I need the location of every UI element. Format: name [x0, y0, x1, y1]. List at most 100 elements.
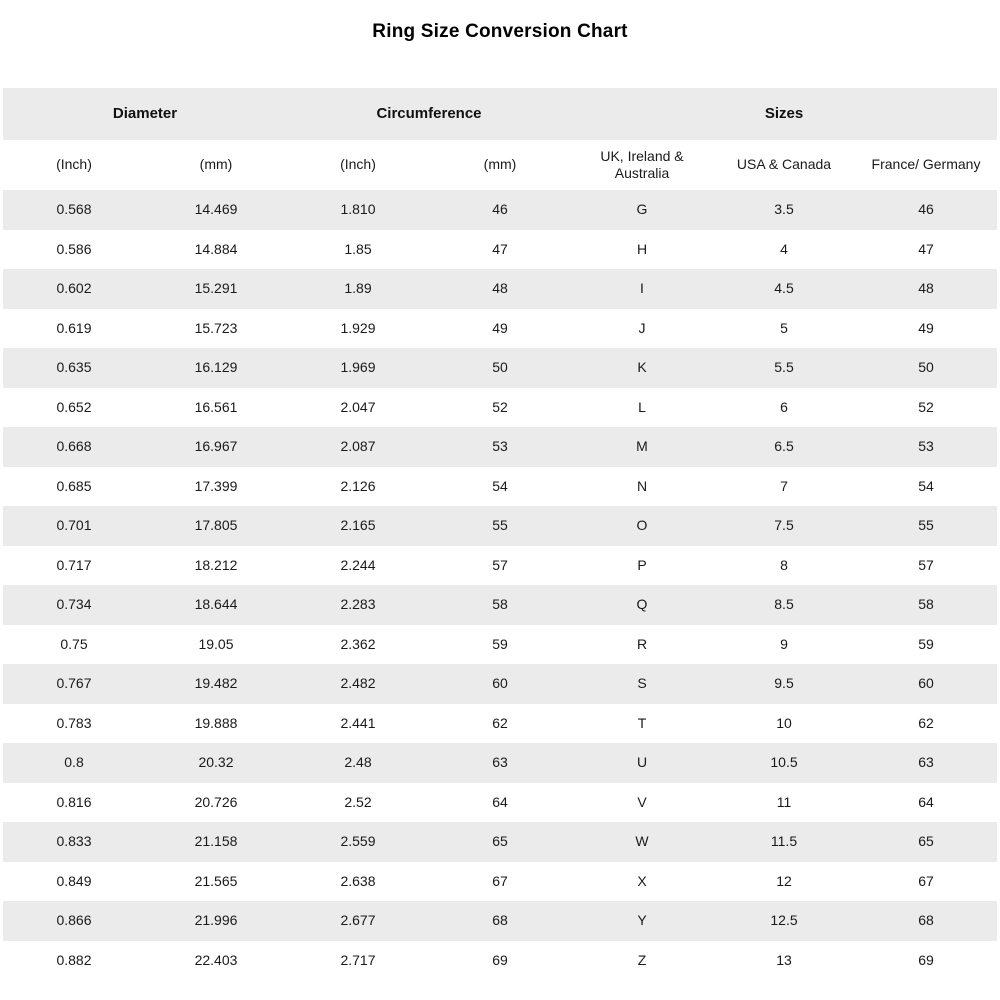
- group-header-sizes: Sizes: [571, 88, 997, 140]
- table-cell: 68: [492, 912, 508, 928]
- table-cell: 0.701: [56, 517, 92, 533]
- table-cell: 19.482: [194, 675, 238, 691]
- table-cell: J: [638, 319, 646, 336]
- table-row: 0.717 18.212 2.244 57 P 8 57: [3, 545, 997, 585]
- table-cell: R: [636, 635, 648, 652]
- column-header-diameter-inch: (Inch): [3, 140, 145, 190]
- table-row: 0.833 21.158 2.559 65 W 11.5 65: [3, 822, 997, 862]
- table-cell: 3.5: [774, 201, 794, 217]
- table-cell: 0.882: [56, 951, 92, 968]
- table-cell: 11.5: [770, 833, 798, 849]
- table-cell: 59: [918, 635, 934, 652]
- table-cell: 63: [492, 754, 508, 770]
- table-cell: 20.32: [198, 754, 234, 770]
- table-cell: 4: [780, 240, 788, 257]
- table-row: 0.75 19.05 2.362 59 R 9 59: [3, 624, 997, 664]
- column-header-circumference-inch: (Inch): [287, 140, 429, 190]
- table-cell: 0.866: [56, 912, 92, 928]
- table-cell: 10: [776, 714, 792, 731]
- table-cell: 60: [918, 675, 934, 691]
- table-cell: 59: [492, 635, 508, 652]
- table-cell: 62: [918, 714, 934, 731]
- group-header-diameter: Diameter: [3, 88, 287, 140]
- table-row: 0.866 21.996 2.677 68 Y 12.5 68: [3, 901, 997, 941]
- table-cell: 16.561: [194, 398, 238, 415]
- table-cell: 14.469: [194, 201, 238, 217]
- table-cell: 2.677: [340, 912, 376, 928]
- table-cell: 69: [492, 951, 508, 968]
- table-cell: 6.5: [774, 438, 794, 454]
- table-cell: 53: [918, 438, 934, 454]
- table-cell: 0.767: [56, 675, 92, 691]
- table-cell: 10.5: [770, 754, 798, 770]
- table-cell: 0.783: [56, 714, 92, 731]
- table-cell: 9.5: [774, 675, 794, 691]
- table-row: 0.701 17.805 2.165 55 O 7.5 55: [3, 506, 997, 546]
- table-cell: K: [637, 359, 647, 375]
- table-cell: 16.967: [194, 438, 238, 454]
- table-cell: 18.212: [194, 556, 238, 573]
- column-header-circumference-mm: (mm): [429, 140, 571, 190]
- table-cell: H: [636, 240, 648, 257]
- table-cell: 0.685: [56, 477, 92, 494]
- table-cell: 52: [492, 398, 508, 415]
- group-header-row: Diameter Circumference Sizes: [3, 88, 997, 140]
- table-cell: 2.559: [340, 833, 376, 849]
- column-header-france-germany: France/ Germany: [855, 140, 997, 190]
- table-cell: 21.565: [194, 872, 238, 889]
- table-row: 0.734 18.644 2.283 58 Q 8.5 58: [3, 585, 997, 625]
- table-cell: V: [637, 793, 647, 810]
- table-row: 0.619 15.723 1.929 49 J 5 49: [3, 308, 997, 348]
- table-cell: L: [638, 398, 646, 415]
- table-cell: 0.652: [56, 398, 92, 415]
- table-cell: U: [636, 754, 648, 770]
- table-row: 0.783 19.888 2.441 62 T 10 62: [3, 703, 997, 743]
- table-cell: O: [636, 517, 648, 533]
- table-cell: 0.833: [56, 833, 92, 849]
- table-cell: 7: [780, 477, 788, 494]
- table-cell: 65: [492, 833, 508, 849]
- table-cell: 20.726: [194, 793, 238, 810]
- table-cell: 0.602: [56, 280, 92, 296]
- table-cell: 2.165: [340, 517, 376, 533]
- table-cell: 8: [780, 556, 788, 573]
- table-row: 0.668 16.967 2.087 53 M 6.5 53: [3, 427, 997, 467]
- table-cell: 64: [918, 793, 934, 810]
- table-cell: 60: [492, 675, 508, 691]
- table-cell: 57: [492, 556, 508, 573]
- table-cell: 49: [492, 319, 508, 336]
- table-cell: S: [637, 675, 647, 691]
- table-cell: 69: [918, 951, 934, 968]
- table-cell: 58: [918, 596, 934, 612]
- table-row: 0.568 14.469 1.810 46 G 3.5 46: [3, 190, 997, 230]
- table-cell: 2.047: [340, 398, 376, 415]
- table-cell: 4.5: [774, 280, 794, 296]
- table-cell: I: [640, 280, 644, 296]
- table-cell: 0.849: [56, 872, 92, 889]
- table-cell: 0.8: [64, 754, 84, 770]
- table-cell: 6: [780, 398, 788, 415]
- table-cell: 50: [918, 359, 934, 375]
- table-cell: 21.996: [194, 912, 238, 928]
- table-cell: 49: [918, 319, 934, 336]
- table-cell: 19.888: [194, 714, 238, 731]
- table-cell: 62: [492, 714, 508, 731]
- table-cell: 12.5: [770, 912, 798, 928]
- table-cell: 47: [492, 240, 508, 257]
- table-cell: 2.087: [340, 438, 376, 454]
- table-cell: P: [637, 556, 647, 573]
- table-cell: 5: [780, 319, 788, 336]
- table-cell: 67: [492, 872, 508, 889]
- table-cell: 0.668: [56, 438, 92, 454]
- table-cell: 50: [492, 359, 508, 375]
- table-cell: 22.403: [194, 951, 238, 968]
- table-cell: 52: [918, 398, 934, 415]
- column-header-row: (Inch) (mm) (Inch) (mm) UK, Ireland & Au…: [3, 140, 997, 190]
- table-cell: 55: [492, 517, 508, 533]
- table-cell: 2.283: [340, 596, 376, 612]
- table-cell: 8.5: [774, 596, 794, 612]
- table-cell: 1.929: [340, 319, 376, 336]
- table-cell: 67: [918, 872, 934, 889]
- table-cell: 14.884: [194, 240, 238, 257]
- table-cell: 21.158: [194, 833, 238, 849]
